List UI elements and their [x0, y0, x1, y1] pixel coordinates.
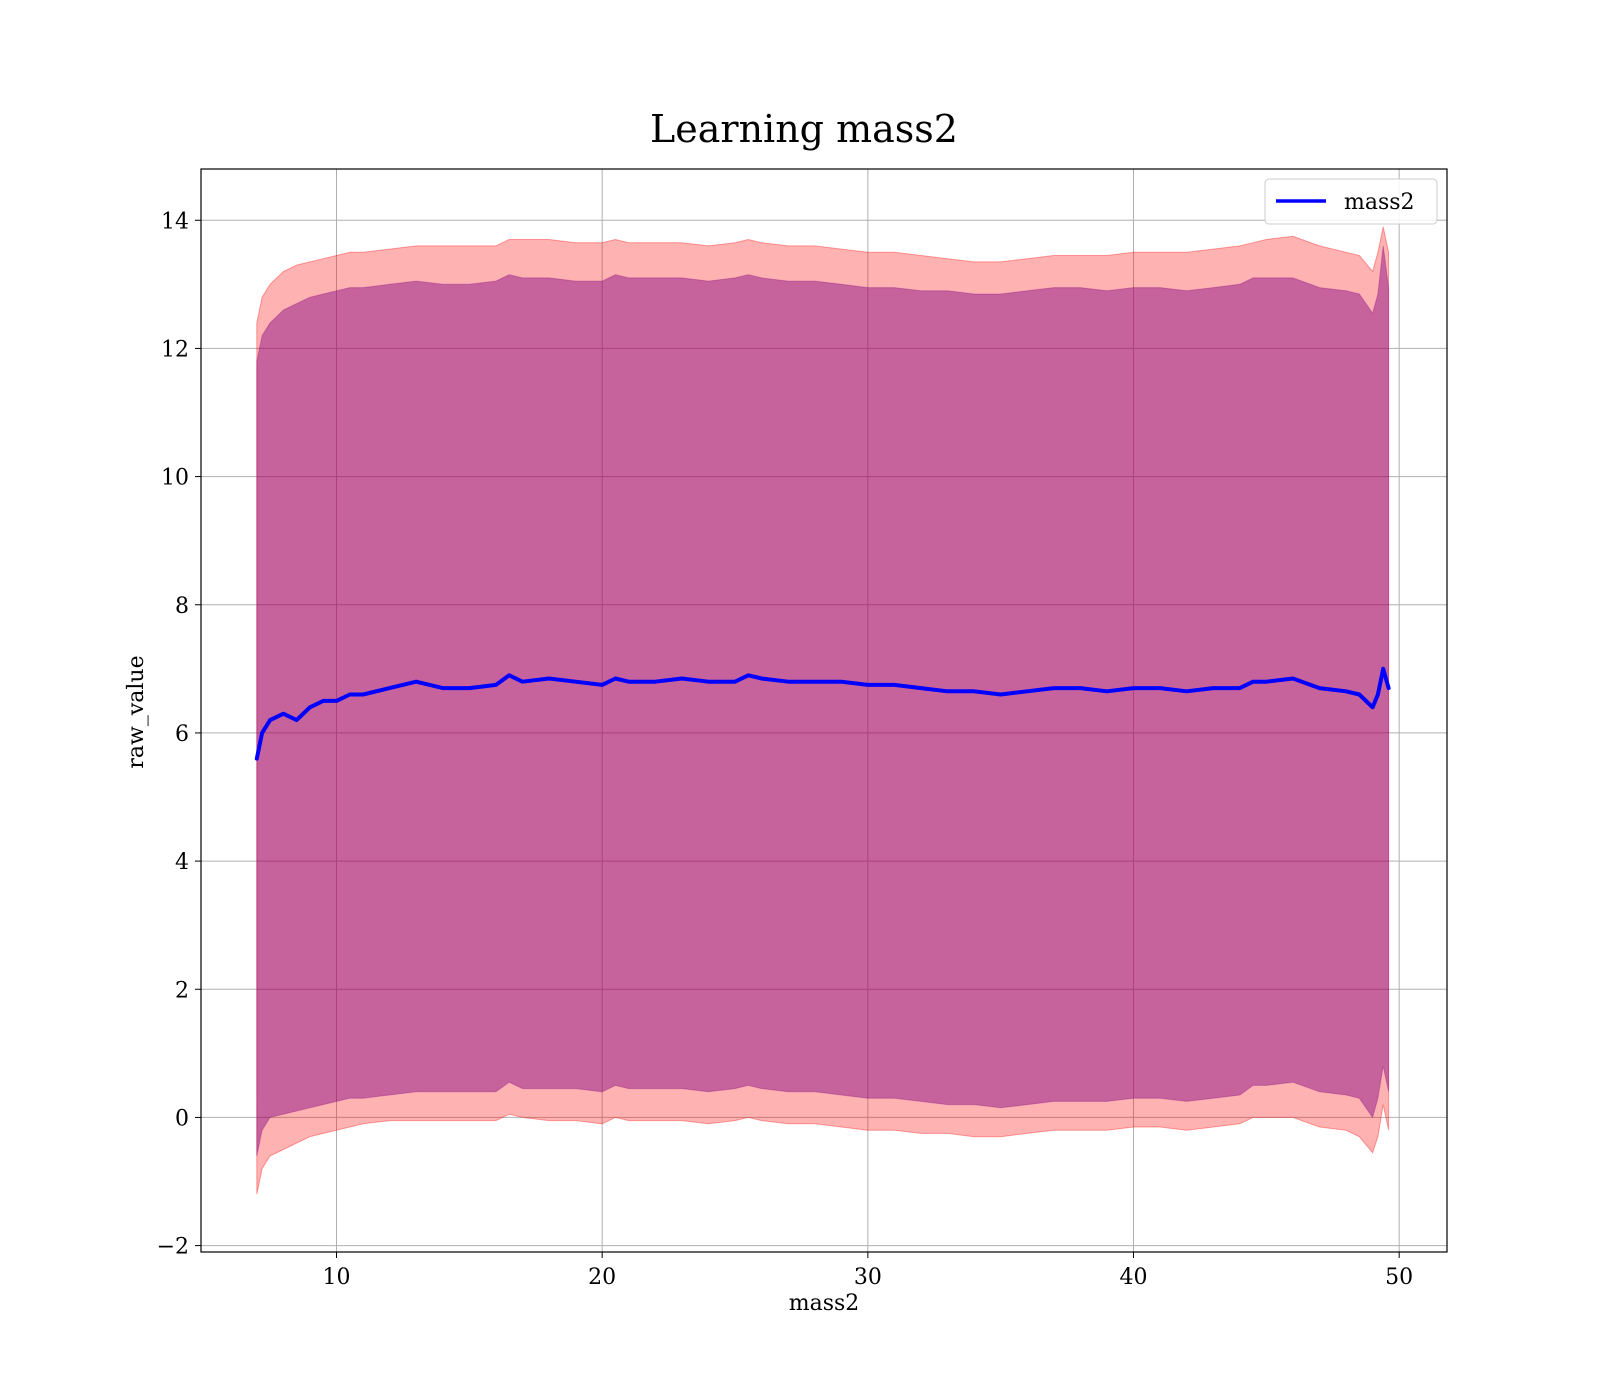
- y-tick-label: 10: [161, 466, 189, 491]
- legend: mass2: [1264, 178, 1438, 225]
- series-layer: [254, 666, 1391, 761]
- inner-band: [256, 245, 1390, 1157]
- y-tick-label: 8: [175, 594, 189, 619]
- grid: [201, 169, 1447, 1252]
- outer-band: [256, 226, 1390, 1195]
- y-tick-label: 4: [175, 850, 189, 875]
- series-line-mass2: [254, 666, 1391, 761]
- y-axis-label: raw_value: [124, 655, 149, 768]
- x-tick-label: 20: [588, 1265, 616, 1290]
- y-tick-label: 2: [175, 978, 189, 1003]
- y-tick-label: 0: [175, 1106, 189, 1131]
- x-axis-label: mass2: [789, 1291, 860, 1316]
- x-tick-label: 30: [854, 1265, 882, 1290]
- y-tick-label: 12: [161, 337, 189, 362]
- x-tick-label: 10: [322, 1265, 350, 1290]
- legend-label-mass2: mass2: [1344, 190, 1415, 215]
- y-tick-label: −2: [157, 1235, 189, 1260]
- y-tick-label: 14: [161, 209, 189, 234]
- chart-title: Learning mass2: [650, 107, 958, 151]
- x-tick-label: 40: [1120, 1265, 1148, 1290]
- y-tick-label: 6: [175, 722, 189, 747]
- x-axis-ticks: 10 20 30 40 50: [322, 1252, 1413, 1290]
- plot-frame: [200, 168, 1448, 1253]
- legend-box: [1264, 178, 1438, 225]
- y-axis-ticks: −2 0 2 4 6 8 10 12 14: [157, 209, 201, 1260]
- bands: [256, 226, 1390, 1195]
- x-tick-label: 50: [1385, 1265, 1413, 1290]
